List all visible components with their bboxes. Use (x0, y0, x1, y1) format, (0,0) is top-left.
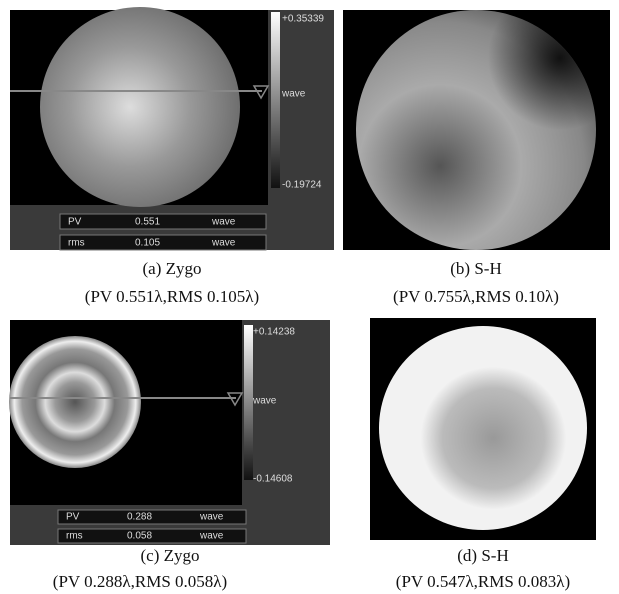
caption: (PV 0.288λ,RMS 0.058λ) (53, 572, 227, 591)
wavefront-map (40, 7, 240, 207)
caption: (c) Zygo (140, 546, 199, 565)
panel-a: +0.35339 wave -0.19724 PV 0.551 wave rms… (10, 7, 334, 306)
table-cell: 0.058 (127, 531, 152, 542)
colorbar-unit: wave (281, 89, 306, 100)
colorbar-unit: wave (252, 396, 277, 407)
panel-d: (d) S-H (PV 0.547λ,RMS 0.083λ) (370, 318, 596, 591)
table-cell: rms (68, 238, 85, 249)
table-cell: 0.105 (135, 238, 160, 249)
wavefront-shade (356, 10, 596, 250)
figure: +0.35339 wave -0.19724 PV 0.551 wave rms… (0, 0, 619, 594)
table-cell: PV (68, 217, 82, 228)
caption: (PV 0.755λ,RMS 0.10λ) (393, 287, 559, 306)
table-cell: wave (211, 217, 236, 228)
table-cell: wave (199, 512, 224, 523)
panel-c: +0.14238 wave -0.14608 PV 0.288 wave rms… (9, 320, 330, 591)
panel-b: (b) S-H (PV 0.755λ,RMS 0.10λ) (343, 10, 610, 306)
table-cell: wave (199, 531, 224, 542)
wavefront-map (379, 326, 587, 530)
colorbar (244, 325, 253, 480)
colorbar-min: -0.14608 (253, 474, 293, 485)
colorbar-min: -0.19724 (282, 180, 322, 191)
colorbar-max: +0.14238 (253, 327, 295, 338)
colorbar-max: +0.35339 (282, 14, 324, 25)
caption: (a) Zygo (142, 259, 201, 278)
table-cell: PV (66, 512, 80, 523)
caption: (PV 0.547λ,RMS 0.083λ) (396, 572, 570, 591)
colorbar (271, 12, 280, 188)
wavefront-map (9, 336, 141, 468)
table-cell: rms (66, 531, 83, 542)
page: {"panels": [ {"colorbar": {"max": "+0.35… (0, 0, 619, 594)
caption: (b) S-H (450, 259, 501, 278)
table-cell: 0.551 (135, 217, 160, 228)
caption: (d) S-H (457, 546, 508, 565)
table-cell: wave (211, 238, 236, 249)
table-cell: 0.288 (127, 512, 152, 523)
caption: (PV 0.551λ,RMS 0.105λ) (85, 287, 259, 306)
